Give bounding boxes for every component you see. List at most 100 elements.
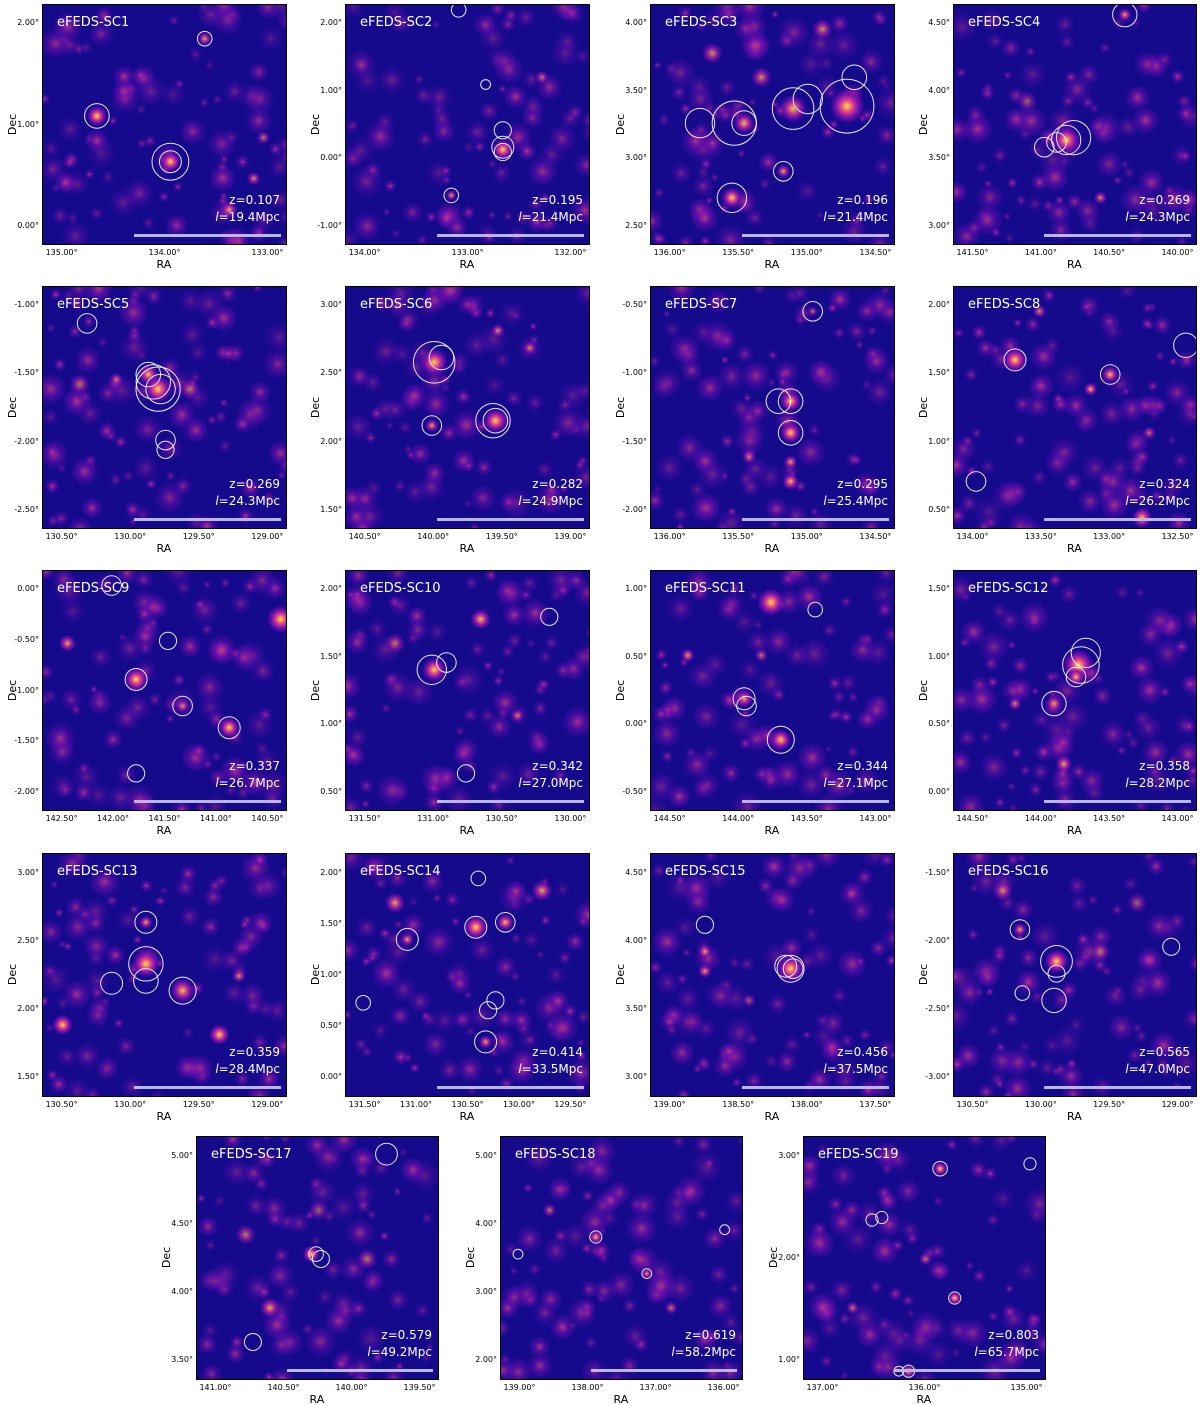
bright-emission-source <box>698 964 712 978</box>
cluster-member-circle <box>865 1213 879 1227</box>
y-tick-label: 1.00° <box>17 119 39 129</box>
diffuse-emission <box>376 774 409 807</box>
y-tick-label: 4.00° <box>928 85 950 95</box>
diffuse-emission <box>113 1017 125 1029</box>
diffuse-emission <box>541 214 560 233</box>
diffuse-emission <box>955 66 967 79</box>
diffuse-emission <box>731 1077 742 1088</box>
scale-bar <box>741 800 889 803</box>
diffuse-emission <box>247 875 273 902</box>
diffuse-emission <box>383 929 404 950</box>
diffuse-emission <box>816 1143 828 1155</box>
cluster-member-circle <box>1003 348 1027 372</box>
diffuse-emission <box>250 208 276 233</box>
diffuse-emission <box>519 588 533 602</box>
cluster-member-circle <box>719 1224 731 1236</box>
diffuse-emission <box>692 174 715 198</box>
y-tick-label: -2.50° <box>925 1004 950 1014</box>
bright-emission-source <box>733 112 755 134</box>
y-tick-label: 5.00° <box>171 1150 193 1160</box>
diffuse-emission <box>423 461 446 485</box>
diffuse-emission <box>1046 200 1072 226</box>
diffuse-emission <box>346 590 356 599</box>
diffuse-emission <box>164 213 189 238</box>
x-tick-label: 130.50° <box>45 1100 78 1109</box>
diffuse-emission <box>468 640 487 658</box>
diffuse-emission <box>869 939 888 958</box>
x-tick-label: 140.50° <box>251 814 284 823</box>
diffuse-emission <box>1081 301 1092 313</box>
xray-emission-map <box>954 5 1196 244</box>
diffuse-emission <box>1015 105 1048 137</box>
diffuse-emission <box>677 234 695 244</box>
cluster-member-circle <box>732 687 756 711</box>
length-label: l=65.7Mpc <box>974 1345 1039 1359</box>
y-tick-label: -2.00° <box>622 504 647 514</box>
diffuse-emission <box>50 880 59 889</box>
diffuse-emission <box>991 481 1022 511</box>
diffuse-emission <box>194 288 224 319</box>
diffuse-emission <box>473 13 498 37</box>
diffuse-emission <box>707 1292 734 1319</box>
bright-emission-source <box>1142 426 1156 440</box>
y-tick-label: -3.00° <box>925 1072 950 1082</box>
cluster-member-circle <box>474 1030 498 1054</box>
diffuse-emission <box>235 784 251 801</box>
diffuse-emission <box>503 211 513 221</box>
diffuse-emission <box>721 763 741 783</box>
diffuse-emission <box>63 912 93 942</box>
diffuse-emission <box>693 19 708 33</box>
xray-emission-map <box>346 287 589 528</box>
x-tick-label: 133.00° <box>251 248 284 257</box>
xray-emission-map <box>346 5 589 244</box>
bright-emission-source <box>1013 922 1027 937</box>
diffuse-emission <box>832 689 847 704</box>
diffuse-emission <box>401 201 423 223</box>
x-tick-label: 129.00° <box>251 1100 284 1109</box>
x-tick-label: 133.00° <box>1093 532 1126 541</box>
diffuse-emission <box>543 1238 569 1264</box>
x-tick-label: 135.00° <box>790 248 823 257</box>
diffuse-emission <box>1112 175 1123 186</box>
diffuse-emission <box>515 1225 543 1253</box>
diffuse-emission <box>830 1162 857 1189</box>
diffuse-emission <box>345 1218 375 1248</box>
diffuse-emission <box>840 1371 850 1379</box>
diffuse-emission <box>990 227 1002 238</box>
diffuse-emission <box>839 1033 855 1049</box>
cluster-member-circle <box>456 764 476 783</box>
panel-title: eFEDS-SC3 <box>665 15 738 30</box>
diffuse-emission <box>262 491 276 505</box>
redshift-label: z=0.358 <box>1139 759 1190 773</box>
y-tick-label: 1.50° <box>320 918 342 928</box>
diffuse-emission <box>1135 714 1162 741</box>
diffuse-emission <box>756 463 784 491</box>
diffuse-emission <box>837 948 868 980</box>
y-tick-label: 3.50° <box>625 1004 647 1014</box>
diffuse-emission <box>740 360 772 392</box>
diffuse-emission <box>679 102 692 115</box>
diffuse-emission <box>796 50 825 78</box>
x-tick-label: 133.00° <box>451 248 484 257</box>
diffuse-emission <box>690 204 719 233</box>
diffuse-emission <box>393 919 404 930</box>
diffuse-emission <box>706 981 735 1011</box>
diffuse-emission <box>233 415 252 433</box>
diffuse-emission <box>51 571 76 592</box>
bright-emission-source <box>776 955 805 983</box>
diffuse-emission <box>776 1050 798 1073</box>
diffuse-emission <box>197 1333 218 1355</box>
cluster-member-circle <box>948 1291 962 1305</box>
diffuse-emission <box>811 854 842 869</box>
diffuse-emission <box>202 1268 228 1294</box>
diffuse-emission <box>882 625 894 644</box>
diffuse-emission <box>675 522 685 528</box>
y-tick-label: 1.50° <box>928 584 950 594</box>
diffuse-emission <box>1136 946 1164 974</box>
diffuse-emission <box>352 589 363 600</box>
diffuse-emission <box>883 363 894 387</box>
diffuse-emission <box>804 1226 835 1258</box>
map-frame: eFEDS-SC5 z=0.269 l=24.3Mpc <box>42 286 287 529</box>
y-tick-label: 1.00° <box>320 719 342 729</box>
diffuse-emission <box>1156 50 1174 69</box>
